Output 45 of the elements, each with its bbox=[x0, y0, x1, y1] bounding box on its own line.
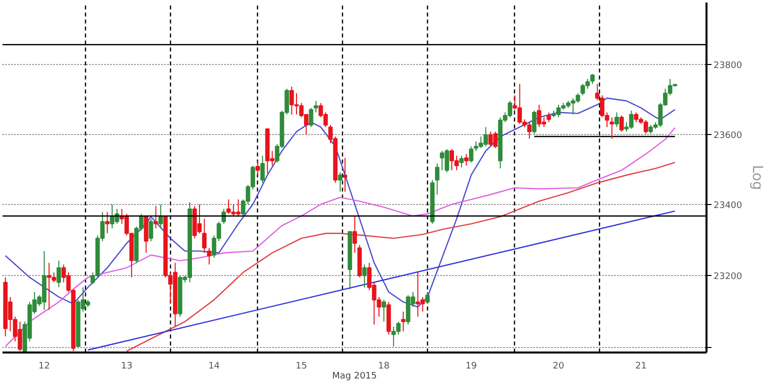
x-tick-label: 12 bbox=[38, 362, 50, 372]
y-axis-title: Log bbox=[749, 164, 766, 190]
y-tick-label: 23600 bbox=[714, 130, 742, 141]
candlestick bbox=[382, 299, 386, 322]
candlestick bbox=[401, 311, 406, 332]
candlestick bbox=[459, 155, 464, 168]
candlestick bbox=[148, 218, 154, 242]
candlestick bbox=[546, 112, 552, 123]
candlestick bbox=[256, 160, 260, 176]
y-tick-label: 23200 bbox=[714, 272, 742, 282]
candlestick bbox=[352, 216, 357, 254]
line-series bbox=[4, 98, 676, 308]
candlestick bbox=[260, 155, 265, 184]
candlestick bbox=[202, 218, 207, 254]
x-tick-label: 13 bbox=[120, 362, 132, 372]
candlestick bbox=[338, 172, 342, 192]
candlestick bbox=[154, 206, 158, 229]
candlestick bbox=[468, 146, 474, 163]
candlestick bbox=[362, 264, 367, 288]
candlestick bbox=[206, 247, 212, 266]
candlestick bbox=[158, 204, 163, 229]
candlestick bbox=[614, 112, 619, 128]
candlestick bbox=[314, 100, 318, 113]
x-tick-label: 18 bbox=[378, 362, 390, 372]
x-tick-label: 20 bbox=[552, 362, 565, 372]
candlestick bbox=[610, 116, 614, 140]
y-tick-label: 23800 bbox=[714, 61, 742, 72]
x-tick-label: 19 bbox=[465, 362, 478, 372]
candlestick bbox=[308, 107, 314, 128]
candlestick bbox=[435, 163, 440, 195]
x-tick-label: 21 bbox=[635, 362, 647, 372]
candlestick bbox=[532, 110, 536, 136]
candlestick bbox=[105, 212, 110, 234]
x-tick-label: 14 bbox=[208, 362, 220, 372]
candlestick bbox=[342, 157, 348, 192]
candlestick bbox=[56, 260, 61, 288]
candlestick bbox=[425, 291, 430, 304]
candlestick bbox=[619, 115, 624, 132]
x-tick-label: 15 bbox=[296, 362, 308, 372]
line-series bbox=[126, 162, 676, 352]
candlestick bbox=[464, 154, 469, 166]
y-tick-label: 23400 bbox=[714, 201, 742, 212]
candlestick bbox=[222, 208, 226, 224]
line-series bbox=[4, 127, 676, 347]
x-axis-title: Mag 2015 bbox=[332, 372, 377, 382]
